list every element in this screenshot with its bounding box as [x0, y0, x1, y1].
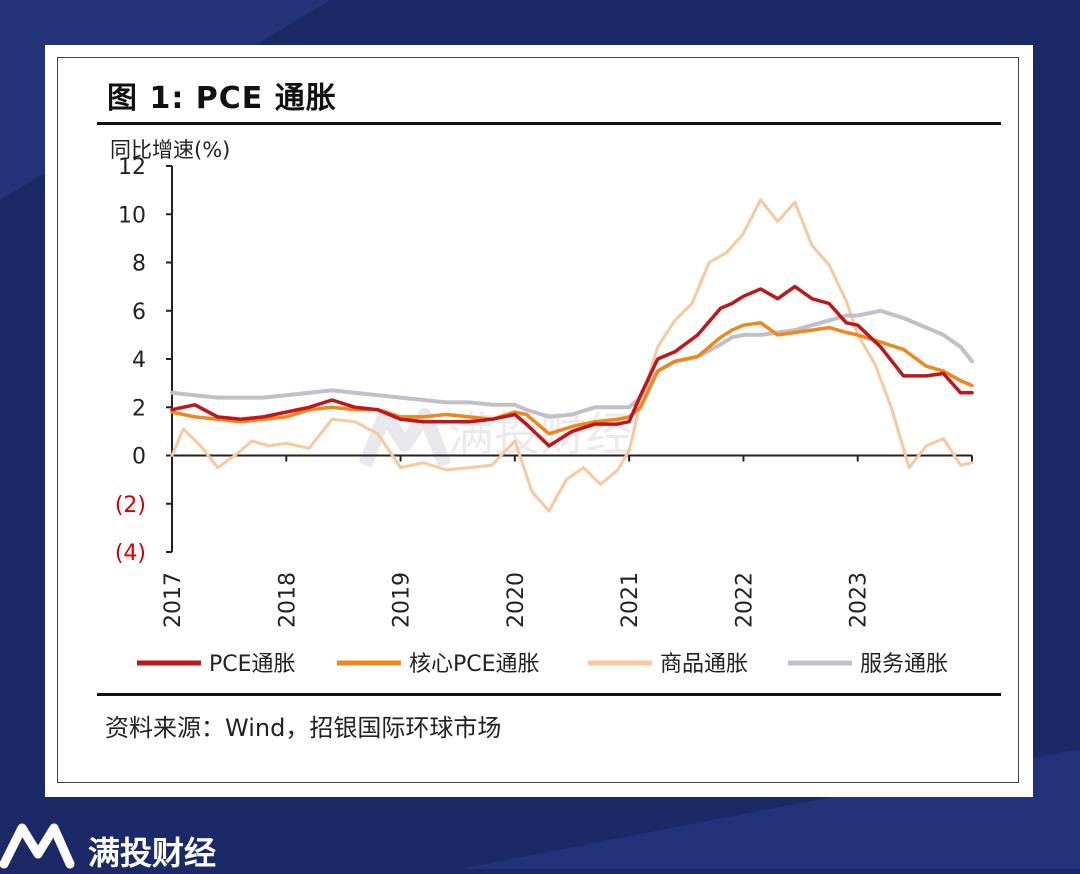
legend-label-services: 服务通胀	[860, 652, 948, 677]
series-line-pce	[170, 284, 974, 448]
x-tick-label: 2019	[390, 572, 415, 628]
brand-logo-icon	[0, 823, 75, 869]
y-tick-label: 10	[118, 203, 146, 228]
x-tick-label: 2022	[732, 572, 757, 628]
y-tick-label: 8	[132, 252, 146, 277]
legend-label-core-pce: 核心PCE通胀	[409, 652, 540, 677]
chart-title: 图 1: PCE 通胀	[107, 81, 337, 116]
series-line-core-pce	[170, 321, 974, 436]
x-tick-label: 2017	[161, 572, 186, 628]
source-note: 资料来源：Wind，招银国际环球市场	[105, 714, 502, 742]
chart-card: 图 1: PCE 通胀 资料来源：Wind，招银国际环球市场	[45, 45, 1033, 797]
source-rule	[97, 693, 1001, 696]
legend-label-pce: PCE通胀	[209, 652, 296, 677]
footer-brand: 满投财经	[0, 820, 300, 872]
x-tick-label: 2021	[618, 572, 643, 628]
y-tick-label: 6	[132, 300, 146, 325]
legend: PCE通胀 核心PCE通胀 商品通胀 服务通胀	[137, 652, 948, 677]
series-line-goods	[170, 198, 974, 513]
series-line-services	[170, 308, 974, 419]
brand-name: 满投财经	[88, 834, 217, 872]
card-frame	[57, 57, 1019, 783]
x-tick-label: 2020	[504, 572, 529, 628]
y-tick-label: (2)	[115, 493, 146, 518]
x-tick-label: 2023	[847, 572, 872, 628]
title-rule	[97, 122, 1001, 125]
legend-label-goods: 商品通胀	[660, 652, 748, 677]
y-tick-label: (4)	[115, 541, 146, 566]
y-axis-label: 同比增速(%)	[110, 138, 230, 162]
x-tick-label: 2018	[275, 572, 300, 628]
axes: 12 10 8 6 4 2 0 (2) (4) 2017 2018 2019 2020 2021 2022 2…	[115, 155, 973, 628]
y-tick-label: 2	[132, 396, 146, 421]
watermark-logo-icon	[358, 408, 452, 468]
y-tick-label: 0	[132, 445, 146, 470]
y-tick-label: 12	[118, 155, 146, 180]
y-tick-label: 4	[132, 348, 146, 373]
series-lines	[170, 198, 974, 513]
